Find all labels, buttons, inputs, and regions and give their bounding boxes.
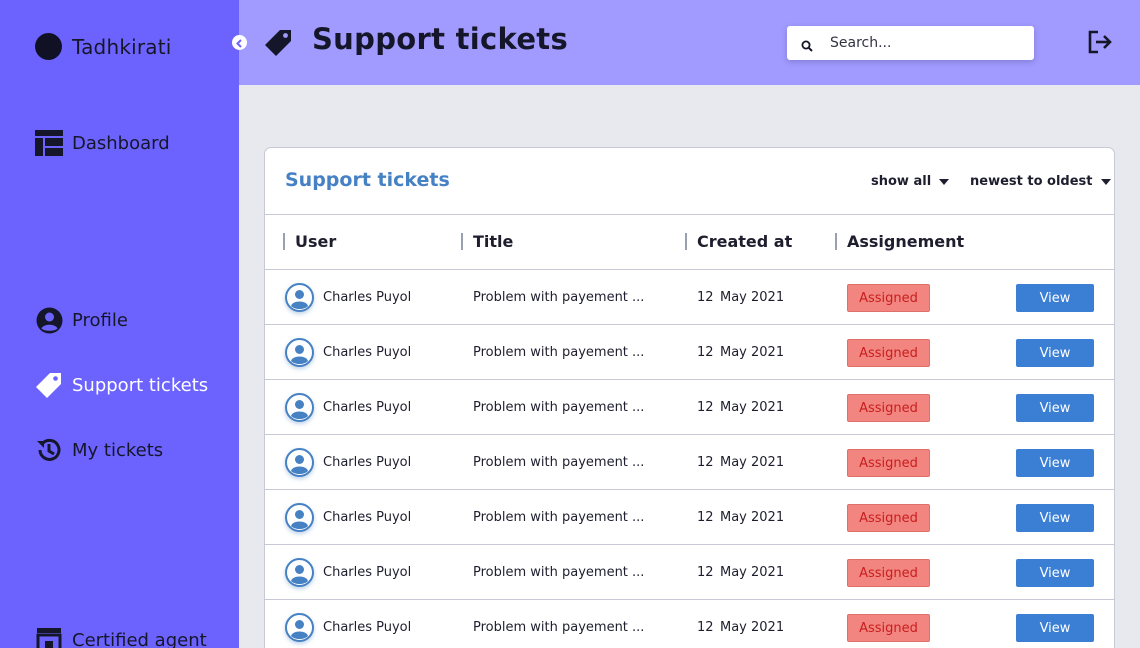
caret-down-icon bbox=[1100, 178, 1111, 185]
caret-down-icon bbox=[939, 178, 950, 185]
user-name: Charles Puyol bbox=[323, 620, 412, 635]
search-icon bbox=[801, 37, 813, 52]
search-input[interactable] bbox=[830, 35, 1020, 51]
created-day: 12 bbox=[697, 345, 714, 360]
sidebar-item-label: Certified agent bbox=[72, 629, 207, 648]
avatar-icon bbox=[285, 338, 314, 367]
table-body: Charles Puyol Problem with payement ... … bbox=[265, 270, 1114, 648]
sidebar-item-dashboard[interactable]: Dashboard bbox=[35, 129, 170, 157]
user-name: Charles Puyol bbox=[323, 510, 412, 525]
user-circle-icon bbox=[35, 306, 63, 334]
ticket-title: Problem with payement ... bbox=[473, 400, 645, 415]
created-month-year: May 2021 bbox=[720, 345, 785, 360]
created-day: 12 bbox=[697, 400, 714, 415]
view-button[interactable]: View bbox=[1016, 339, 1094, 367]
view-button[interactable]: View bbox=[1016, 614, 1094, 642]
status-badge: Assigned bbox=[847, 394, 930, 422]
view-button[interactable]: View bbox=[1016, 394, 1094, 422]
ticket-title: Problem with payement ... bbox=[473, 510, 645, 525]
sidebar-item-label: My tickets bbox=[72, 439, 164, 461]
status-badge: Assigned bbox=[847, 504, 930, 532]
ticket-title: Problem with payement ... bbox=[473, 345, 645, 360]
card-title: Support tickets bbox=[285, 169, 450, 191]
sidebar-item-my-tickets[interactable]: My tickets bbox=[35, 436, 163, 464]
collapse-sidebar-button[interactable] bbox=[232, 35, 247, 50]
view-button[interactable]: View bbox=[1016, 559, 1094, 587]
avatar-icon bbox=[285, 558, 314, 587]
created-day: 12 bbox=[697, 290, 714, 305]
logout-icon[interactable] bbox=[1087, 29, 1113, 59]
created-month-year: May 2021 bbox=[720, 455, 785, 470]
chevron-left-icon bbox=[235, 33, 244, 52]
status-badge: Assigned bbox=[847, 284, 930, 312]
filter-dropdown[interactable]: show all bbox=[871, 174, 950, 189]
column-header-created-at[interactable]: Created at bbox=[685, 233, 792, 250]
view-button[interactable]: View bbox=[1016, 449, 1094, 477]
status-badge: Assigned bbox=[847, 614, 930, 642]
dashboard-icon bbox=[35, 129, 63, 157]
ticket-title: Problem with payement ... bbox=[473, 455, 645, 470]
avatar-icon bbox=[285, 613, 314, 642]
sidebar: Tadhkirati Dashboard Profile Support tic… bbox=[0, 0, 239, 648]
table-row[interactable]: Charles Puyol Problem with payement ... … bbox=[265, 435, 1114, 490]
user-name: Charles Puyol bbox=[323, 400, 412, 415]
created-day: 12 bbox=[697, 510, 714, 525]
sort-label: newest to oldest bbox=[970, 174, 1093, 189]
view-button[interactable]: View bbox=[1016, 284, 1094, 312]
tickets-card: Support tickets show all newest to oldes… bbox=[264, 147, 1115, 648]
column-header-title[interactable]: Title bbox=[461, 233, 513, 250]
user-name: Charles Puyol bbox=[323, 565, 412, 580]
table-header: User Title Created at Assignement bbox=[265, 215, 1114, 270]
sidebar-item-label: Profile bbox=[72, 309, 128, 331]
avatar-icon bbox=[285, 283, 314, 312]
ticket-title: Problem with payement ... bbox=[473, 620, 645, 635]
table-row[interactable]: Charles Puyol Problem with payement ... … bbox=[265, 490, 1114, 545]
brand[interactable]: Tadhkirati bbox=[35, 33, 172, 60]
table-row[interactable]: Charles Puyol Problem with payement ... … bbox=[265, 380, 1114, 435]
sidebar-item-support-tickets[interactable]: Support tickets bbox=[35, 371, 208, 399]
card-header: Support tickets show all newest to oldes… bbox=[265, 148, 1114, 215]
created-day: 12 bbox=[697, 565, 714, 580]
sidebar-item-certified-agent[interactable]: Certified agent bbox=[35, 626, 207, 648]
tag-icon bbox=[35, 371, 63, 399]
avatar-icon bbox=[285, 393, 314, 422]
search-box[interactable] bbox=[787, 26, 1034, 60]
avatar-icon bbox=[285, 503, 314, 532]
table-row[interactable]: Charles Puyol Problem with payement ... … bbox=[265, 600, 1114, 648]
created-month-year: May 2021 bbox=[720, 290, 785, 305]
column-header-assignement[interactable]: Assignement bbox=[835, 233, 964, 250]
filter-label: show all bbox=[871, 174, 932, 189]
created-day: 12 bbox=[697, 455, 714, 470]
tag-icon bbox=[264, 27, 294, 61]
column-header-user[interactable]: User bbox=[283, 233, 336, 250]
ticket-title: Problem with payement ... bbox=[473, 290, 645, 305]
created-month-year: May 2021 bbox=[720, 400, 785, 415]
status-badge: Assigned bbox=[847, 339, 930, 367]
created-day: 12 bbox=[697, 620, 714, 635]
sort-dropdown[interactable]: newest to oldest bbox=[970, 174, 1111, 189]
sidebar-item-label: Dashboard bbox=[72, 132, 170, 154]
view-button[interactable]: View bbox=[1016, 504, 1094, 532]
top-header: Support tickets bbox=[239, 0, 1140, 85]
ticket-title: Problem with payement ... bbox=[473, 565, 645, 580]
page-title: Support tickets bbox=[312, 22, 569, 56]
avatar-icon bbox=[285, 448, 314, 477]
status-badge: Assigned bbox=[847, 559, 930, 587]
status-badge: Assigned bbox=[847, 449, 930, 477]
user-name: Charles Puyol bbox=[323, 455, 412, 470]
created-month-year: May 2021 bbox=[720, 620, 785, 635]
table-row[interactable]: Charles Puyol Problem with payement ... … bbox=[265, 325, 1114, 380]
sidebar-item-label: Support tickets bbox=[72, 374, 209, 396]
user-name: Charles Puyol bbox=[323, 345, 412, 360]
store-icon bbox=[35, 626, 63, 648]
table-row[interactable]: Charles Puyol Problem with payement ... … bbox=[265, 545, 1114, 600]
history-icon bbox=[35, 436, 63, 464]
brand-logo bbox=[35, 33, 62, 60]
user-name: Charles Puyol bbox=[323, 290, 412, 305]
table-row[interactable]: Charles Puyol Problem with payement ... … bbox=[265, 270, 1114, 325]
created-month-year: May 2021 bbox=[720, 565, 785, 580]
created-month-year: May 2021 bbox=[720, 510, 785, 525]
sidebar-item-profile[interactable]: Profile bbox=[35, 306, 128, 334]
brand-name: Tadhkirati bbox=[72, 34, 172, 59]
